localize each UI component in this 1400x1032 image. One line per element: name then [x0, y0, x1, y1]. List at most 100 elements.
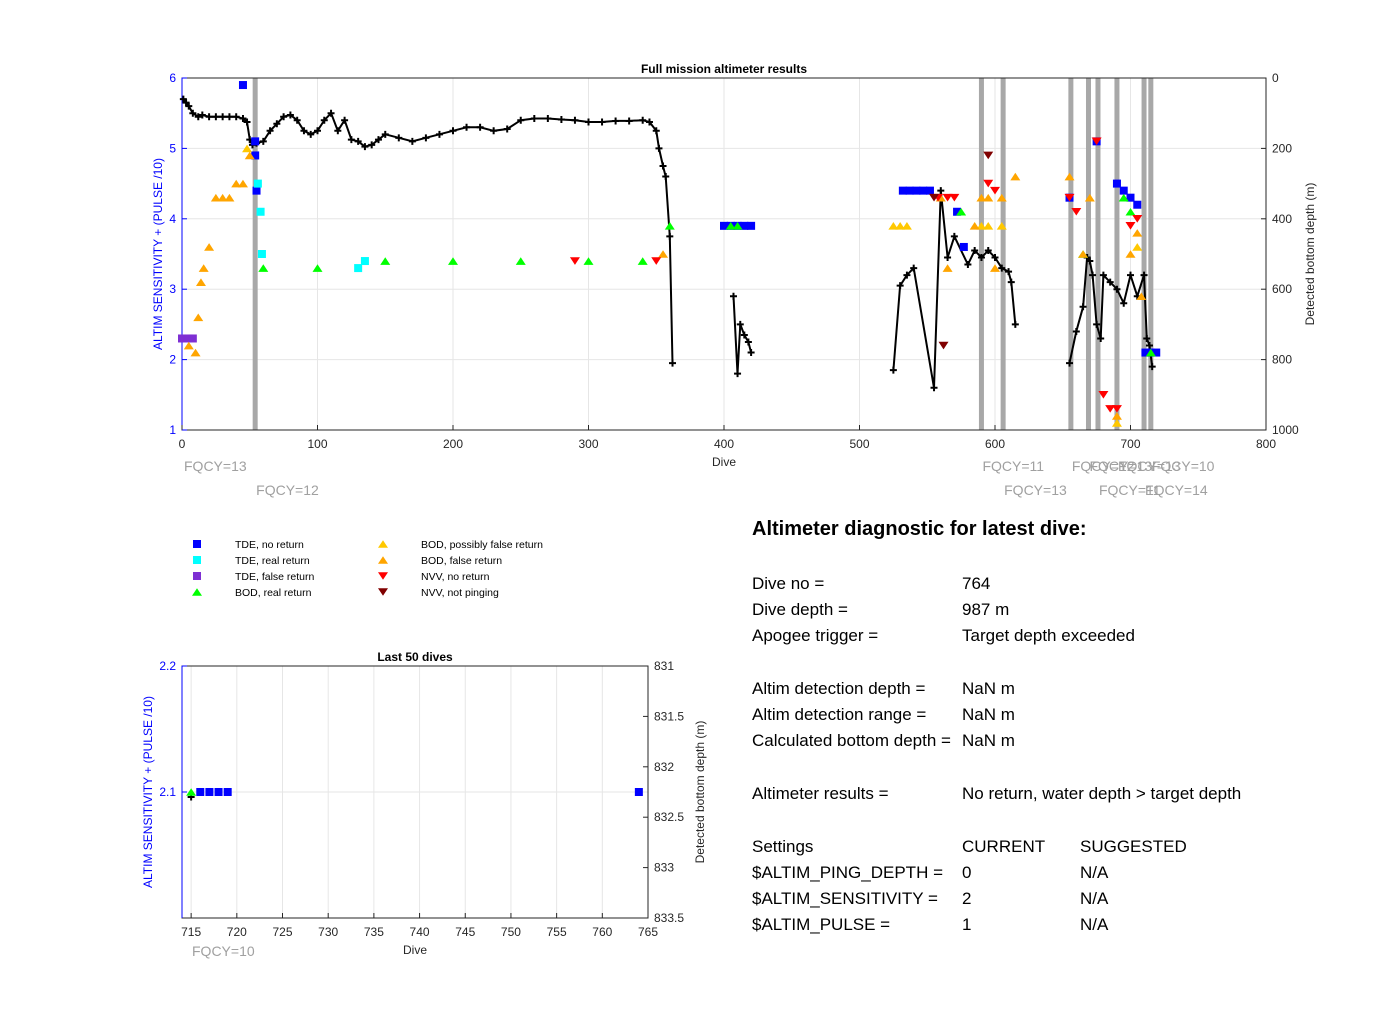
- point: [224, 193, 235, 202]
- sensitivity-suggested: N/A: [1080, 889, 1109, 908]
- depth-point: [293, 116, 301, 124]
- point: [252, 186, 261, 195]
- point: [976, 193, 987, 202]
- diagnostic-title: Altimeter diagnostic for latest dive:: [752, 518, 1087, 540]
- depth-point: [889, 366, 897, 374]
- point: [895, 222, 906, 230]
- legend-label: NVV, no return: [421, 571, 490, 583]
- depth-point: [1127, 271, 1134, 279]
- legend-item: NVV, no return: [378, 571, 490, 583]
- point: [990, 264, 1000, 272]
- pulse-current: 1: [962, 915, 972, 934]
- depth-point: [1113, 285, 1121, 293]
- current-header: CURRENT: [962, 837, 1046, 856]
- legend-label: BOD, false return: [421, 555, 502, 567]
- dive-no-label: Dive no =: [752, 574, 825, 593]
- depth-point: [307, 130, 315, 138]
- legend-label: TDE, false return: [235, 571, 315, 583]
- depth-point: [740, 331, 748, 339]
- last-50-dives-chart: 715 720 725 730 735 740 745 750 755 760 765 2.2 2.1 8…: [141, 650, 707, 959]
- legend-item: NVV, not pinging: [378, 587, 499, 599]
- depth-point: [903, 271, 911, 279]
- depth-point: [971, 246, 979, 254]
- point: [983, 193, 994, 202]
- depth-point: [1093, 320, 1101, 328]
- legend-item: BOD, possibly false return: [378, 539, 543, 551]
- point: [354, 264, 363, 273]
- depth-point: [1079, 303, 1087, 311]
- point: [1125, 250, 1136, 258]
- point: [569, 257, 580, 265]
- depth-point: [361, 143, 369, 151]
- y2-tick-label: 832.5: [654, 810, 684, 824]
- legend-label: TDE, real return: [235, 555, 310, 567]
- depth-point: [280, 113, 288, 121]
- depth-point: [734, 370, 742, 378]
- x-tick-label: 765: [638, 925, 658, 939]
- depth-point: [341, 116, 349, 124]
- chart-title: Last 50 dives: [377, 650, 453, 664]
- point: [919, 186, 928, 195]
- dive-depth-label: Dive depth =: [752, 600, 848, 619]
- point: [1136, 292, 1147, 301]
- depth-point: [662, 173, 670, 181]
- point: [634, 788, 643, 796]
- series-bod-real-return: [258, 193, 1156, 357]
- x-tick-label: 720: [227, 925, 247, 939]
- point: [257, 250, 266, 258]
- point: [360, 257, 369, 266]
- depth-point: [1066, 359, 1074, 367]
- depth-point: [964, 261, 972, 269]
- dive-depth-value: 987 m: [962, 600, 1010, 619]
- point: [953, 207, 962, 216]
- point: [1078, 250, 1089, 258]
- ping-depth-label: $ALTIM_PING_DEPTH =: [752, 863, 943, 882]
- depth-point: [205, 113, 213, 121]
- point: [1111, 405, 1122, 413]
- x-tick-label: 715: [181, 925, 201, 939]
- point: [747, 221, 756, 230]
- point: [949, 193, 960, 202]
- point: [976, 222, 987, 230]
- depth-point: [652, 127, 660, 135]
- altimeter-results-label: Altimeter results =: [752, 784, 889, 803]
- depth-point: [944, 254, 952, 262]
- y-tick-label: 3: [169, 282, 176, 296]
- legend-marker: [193, 540, 201, 548]
- x-tick-label: 700: [1120, 437, 1140, 451]
- point: [515, 257, 526, 265]
- point: [651, 257, 662, 265]
- point: [942, 264, 953, 272]
- y-tick-label: 2.2: [159, 659, 176, 673]
- point: [990, 186, 1000, 195]
- point: [380, 257, 391, 265]
- depth-point: [639, 116, 647, 124]
- depth-point: [645, 118, 653, 126]
- fqcy-label: FQCY=11: [982, 458, 1044, 474]
- legend-marker: [193, 572, 201, 580]
- depth-point: [266, 127, 274, 135]
- suggested-header: SUGGESTED: [1080, 837, 1187, 856]
- y2-axis-label: Detected bottom depth (m): [693, 721, 707, 864]
- depth-point: [179, 95, 187, 103]
- y2-tick-label: 800: [1272, 353, 1292, 367]
- point: [238, 81, 247, 90]
- depth-point: [219, 113, 227, 121]
- y-tick-label: 6: [169, 71, 176, 85]
- point: [195, 278, 206, 286]
- y-tick-label: 5: [169, 141, 176, 155]
- depth-point: [189, 109, 197, 117]
- point: [1125, 207, 1136, 216]
- depth-point: [212, 113, 220, 121]
- fqcy-label: FQCY=11: [1099, 482, 1161, 498]
- legend-item: TDE, real return: [193, 555, 310, 567]
- dive-no-value: 764: [962, 574, 991, 593]
- depth-point: [977, 254, 985, 262]
- point: [929, 193, 940, 202]
- legend-marker: [378, 588, 388, 596]
- fqcy-labels: FQCY=10: [192, 943, 255, 959]
- depth-point: [655, 144, 663, 152]
- depth-point: [984, 246, 992, 254]
- point: [1141, 348, 1150, 357]
- ping-depth-suggested: N/A: [1080, 863, 1109, 882]
